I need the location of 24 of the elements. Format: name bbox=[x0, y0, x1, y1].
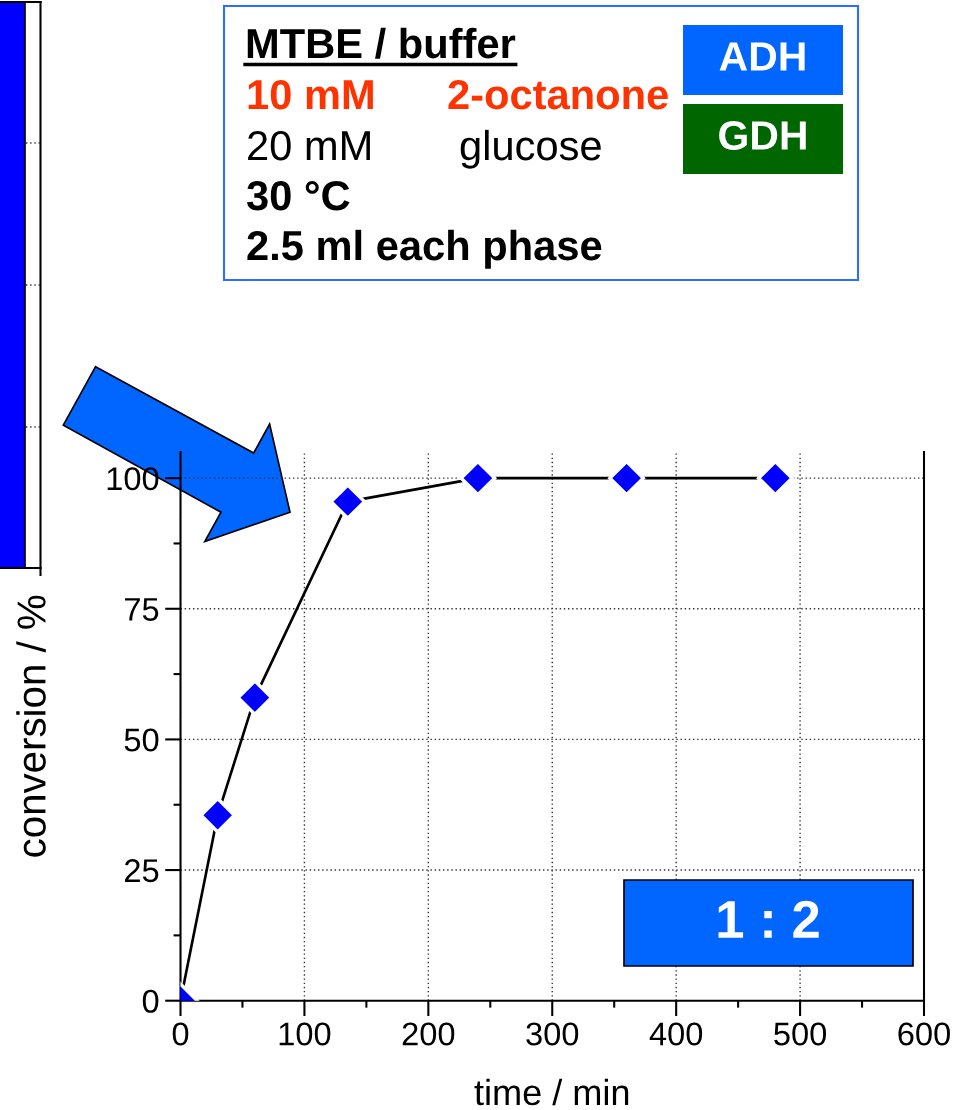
text: MTBE / buffer bbox=[247, 27, 516, 59]
x-tick-label: 200 bbox=[402, 1022, 455, 1046]
y-tick-label: 100 bbox=[107, 467, 159, 491]
x-axis-title: time / min bbox=[474, 1078, 629, 1106]
text: 10 mM bbox=[248, 79, 373, 110]
y-tick-label: 50 bbox=[124, 728, 159, 752]
text: 2-octanone bbox=[448, 79, 668, 110]
text: 30 °C bbox=[246, 180, 350, 211]
y-tick-label: 75 bbox=[125, 598, 159, 621]
text: glucose bbox=[460, 129, 601, 169]
x-tick-label: 600 bbox=[898, 1022, 950, 1046]
x-tick-label: 500 bbox=[774, 1022, 827, 1046]
text: 2.5 ml each phase bbox=[247, 229, 602, 269]
x-tick-label: 0 bbox=[172, 1022, 189, 1046]
y-axis-title: conversion / % bbox=[16, 595, 46, 857]
y-tick-label: 25 bbox=[125, 859, 159, 883]
x-tick-label: 300 bbox=[526, 1022, 579, 1046]
text: 20 mM bbox=[248, 130, 370, 161]
text: ADH bbox=[719, 42, 805, 71]
text: GDH bbox=[719, 120, 806, 150]
x-tick-label: 100 bbox=[279, 1022, 331, 1046]
annotation: 1 : 2 bbox=[718, 900, 819, 938]
x-tick-label: 400 bbox=[649, 1022, 703, 1046]
y-tick-label: 0 bbox=[142, 989, 159, 1013]
